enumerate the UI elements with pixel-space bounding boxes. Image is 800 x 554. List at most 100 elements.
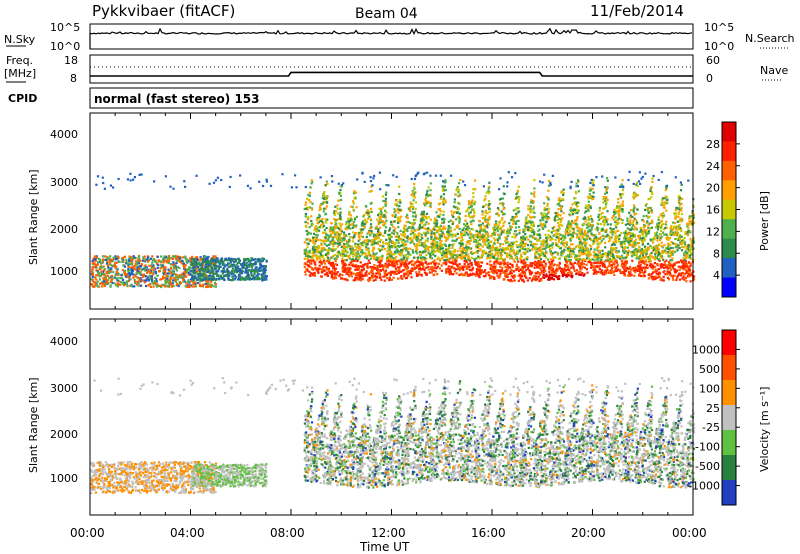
power-data-cell xyxy=(470,204,473,208)
power-data-cell xyxy=(685,269,688,272)
power-data-cell xyxy=(410,276,413,279)
power-data-cell xyxy=(476,251,479,254)
power-data-cell xyxy=(502,259,505,262)
power-data-cell xyxy=(502,231,505,234)
power-data-cell xyxy=(577,254,581,257)
power-data-cell xyxy=(352,251,355,254)
power-data-cell xyxy=(558,232,561,236)
power-data-cell xyxy=(384,209,387,212)
power-data-cell xyxy=(678,236,681,239)
power-data-cell xyxy=(430,257,434,260)
power-data-cell xyxy=(413,211,416,214)
power-data-cell xyxy=(371,241,374,244)
power-data-cell xyxy=(558,202,561,205)
power-data-cell xyxy=(247,274,251,277)
power-data-cell xyxy=(320,203,323,206)
power-data-cell xyxy=(347,266,350,269)
power-data-cell xyxy=(646,232,649,235)
power-data-cell xyxy=(187,280,190,283)
power-data-cell xyxy=(521,266,524,269)
power-data-cell xyxy=(678,247,681,250)
power-data-cell xyxy=(675,243,678,246)
power-data-cell xyxy=(651,219,654,222)
power-data-cell xyxy=(503,212,506,216)
power-data-cell xyxy=(513,216,516,219)
power-data-cell xyxy=(371,249,374,253)
power-data-cell xyxy=(114,274,117,277)
power-data-cell xyxy=(206,282,209,285)
power-data-cell xyxy=(502,278,505,281)
power-data-cell xyxy=(304,224,307,227)
power-data-cell xyxy=(391,260,394,263)
power-data-cell xyxy=(215,258,218,261)
power-data-cell xyxy=(101,261,104,264)
power-data-cell xyxy=(242,263,245,266)
power-data-cell xyxy=(467,257,471,260)
power-data-cell xyxy=(557,240,560,243)
power-data-cell xyxy=(453,267,456,270)
power-data-cell xyxy=(483,270,486,273)
power-data-cell xyxy=(154,260,157,263)
power-data-cell xyxy=(678,234,682,237)
power-data-cell xyxy=(139,284,142,287)
power-data-cell xyxy=(653,238,656,241)
nsky-tick-low: 10^0 xyxy=(50,40,80,53)
power-data-cell xyxy=(100,270,103,273)
power-data-cell xyxy=(165,274,168,278)
power-data-cell xyxy=(488,250,491,253)
power-data-cell xyxy=(438,226,441,229)
power-data-cell xyxy=(613,213,616,216)
power-data-cell xyxy=(424,227,427,230)
power-data-cell xyxy=(680,230,683,233)
power-data-cell xyxy=(399,277,402,280)
power-data-cell xyxy=(605,259,608,262)
power-data-cell xyxy=(350,205,353,208)
power-data-cell xyxy=(419,261,422,264)
power-data-cell xyxy=(111,260,114,263)
power-data-cell xyxy=(440,269,443,272)
power-data-cell xyxy=(224,265,227,268)
power-data-cell xyxy=(641,271,644,274)
power-data-cell xyxy=(529,204,532,208)
power-data-cell xyxy=(629,234,632,238)
power-data-cell xyxy=(194,276,197,279)
power-data-cell xyxy=(163,258,166,261)
power-data-cell xyxy=(475,230,478,233)
power-data-cell xyxy=(394,215,397,218)
power-data-cell xyxy=(226,267,229,271)
power-data-cell xyxy=(182,277,185,280)
power-data-cell xyxy=(189,269,193,272)
power-data-cell xyxy=(663,206,666,209)
power-data-cell xyxy=(498,235,501,238)
power-data-cell xyxy=(579,270,582,273)
power-data-cell xyxy=(628,211,631,214)
power-data-cell xyxy=(506,273,510,276)
power-data-cell xyxy=(204,274,207,277)
power-data-cell xyxy=(321,202,324,205)
power-data-cell xyxy=(374,253,377,256)
power-data-cell xyxy=(577,260,580,263)
power-data-cell xyxy=(543,267,546,270)
power-data-cell xyxy=(238,259,241,262)
power-data-cell xyxy=(191,255,194,258)
power-data-cell xyxy=(413,187,416,190)
power-data-cell xyxy=(349,273,352,276)
power-data-cell xyxy=(551,269,554,272)
power-data-cell xyxy=(445,255,448,258)
power-data-cell xyxy=(123,265,127,268)
power-data-cell xyxy=(183,266,186,270)
power-data-cell xyxy=(95,284,98,287)
power-data-cell xyxy=(436,241,439,244)
power-data-cell xyxy=(114,255,117,258)
power-data-cell xyxy=(447,246,450,249)
power-data-cell xyxy=(390,252,393,255)
power-data-cell xyxy=(510,245,513,248)
power-data-cell xyxy=(185,260,188,263)
power-data-cell xyxy=(354,191,358,194)
power-data-cell xyxy=(474,200,477,203)
power-data-cell xyxy=(529,249,532,252)
power-data-cell xyxy=(182,278,185,282)
power-data-cell xyxy=(589,230,592,233)
power-data-cell xyxy=(352,279,355,282)
power-data-cell xyxy=(168,257,171,260)
